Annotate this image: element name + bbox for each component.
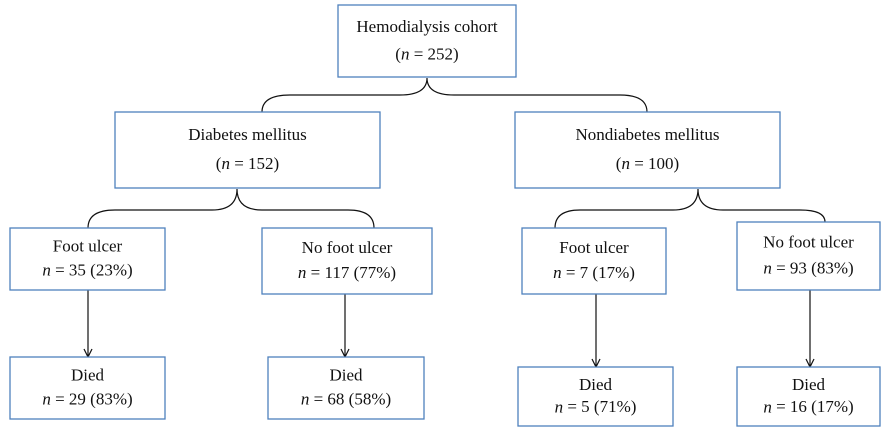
node: Died n = 16 (17%) <box>736 366 881 427</box>
node-box <box>337 4 517 78</box>
node-count: n = 68 (58%) <box>301 389 391 408</box>
node-label: No foot ulcer <box>302 238 393 257</box>
node-count: n = 35 (23%) <box>42 260 132 279</box>
node-count: n = 16 (17%) <box>763 397 853 416</box>
node-box <box>261 227 433 295</box>
node-box <box>267 356 425 420</box>
node: No foot ulcer n = 117 (77%) <box>261 227 433 295</box>
node-label: Died <box>579 375 613 394</box>
node-label: Foot ulcer <box>559 238 629 257</box>
node-box <box>521 227 667 295</box>
node-box <box>736 366 881 427</box>
node: Diabetes mellitus (n = 152) <box>114 111 381 189</box>
node-label: Diabetes mellitus <box>188 125 307 144</box>
node: Hemodialysis cohort (n = 252) <box>337 4 517 78</box>
node-count: n = 117 (77%) <box>298 263 396 282</box>
node: No foot ulcer n = 93 (83%) <box>736 221 881 291</box>
brace <box>554 188 826 229</box>
node-label: No foot ulcer <box>763 233 854 252</box>
brace <box>87 188 375 229</box>
node-label: Died <box>329 366 363 385</box>
node-label: Died <box>792 375 826 394</box>
node: Foot ulcer n = 7 (17%) <box>521 227 667 295</box>
node-count: (n = 100) <box>616 154 679 173</box>
node-box <box>9 356 166 420</box>
node: Foot ulcer n = 35 (23%) <box>9 227 166 291</box>
node-count: n = 29 (83%) <box>42 389 132 408</box>
node-box <box>514 111 781 189</box>
node-count: n = 7 (17%) <box>553 263 635 282</box>
node: Nondiabetes mellitus (n = 100) <box>514 111 781 189</box>
node: Died n = 29 (83%) <box>9 356 166 420</box>
node: Died n = 5 (71%) <box>517 366 674 427</box>
node-count: (n = 252) <box>395 44 458 63</box>
node-box <box>114 111 381 189</box>
node-box <box>9 227 166 291</box>
node-label: Foot ulcer <box>53 237 123 256</box>
node-label: Died <box>71 366 105 385</box>
brace <box>261 77 648 113</box>
node-label: Nondiabetes mellitus <box>575 125 719 144</box>
node-count: n = 93 (83%) <box>763 259 853 278</box>
node-count: (n = 152) <box>216 154 279 173</box>
node: Died n = 68 (58%) <box>267 356 425 420</box>
node-count: n = 5 (71%) <box>555 397 637 416</box>
node-box <box>736 221 881 291</box>
node-label: Hemodialysis cohort <box>356 17 497 36</box>
node-box <box>517 366 674 427</box>
